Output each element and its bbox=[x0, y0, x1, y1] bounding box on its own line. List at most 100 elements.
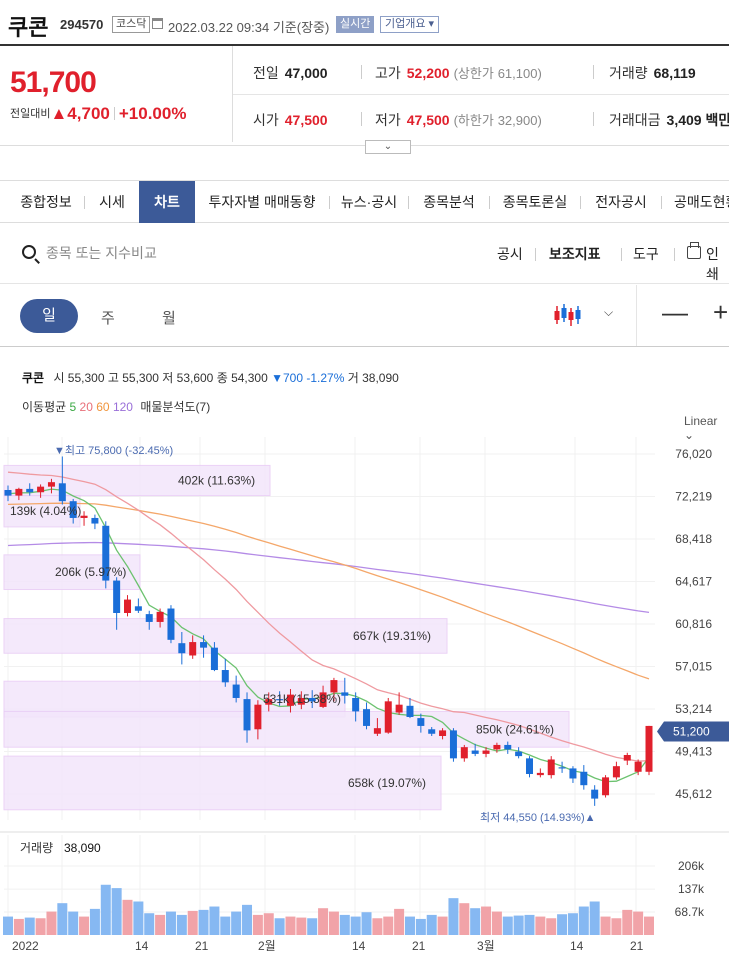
volume-bar bbox=[567, 913, 578, 935]
volume-bar bbox=[328, 911, 339, 935]
divider bbox=[408, 196, 409, 209]
ma20-label[interactable]: 20 bbox=[79, 400, 93, 414]
volume-bar bbox=[252, 914, 263, 935]
tab-short-selling[interactable]: 공매도현황 bbox=[674, 194, 729, 210]
volume-bar bbox=[111, 888, 122, 935]
ma20-line bbox=[7, 471, 650, 762]
print-icon[interactable] bbox=[687, 242, 701, 259]
volume-profile-label: 667k (19.31%) bbox=[353, 629, 431, 643]
tab-news[interactable]: 뉴스·공시 bbox=[340, 194, 398, 210]
volume-bar bbox=[155, 914, 166, 935]
candle-body bbox=[384, 701, 392, 733]
candle-body bbox=[47, 482, 55, 487]
y-tick-label: 57,015 bbox=[675, 660, 712, 674]
candlestick-icon[interactable] bbox=[552, 302, 582, 328]
volume-bar bbox=[502, 916, 513, 935]
candle-body bbox=[15, 488, 23, 496]
live-badge[interactable]: 실시간 bbox=[336, 16, 375, 33]
corp-overview-button[interactable]: 기업개요 ▾ bbox=[380, 16, 440, 33]
volume-bar bbox=[513, 915, 524, 935]
candle-body bbox=[167, 608, 175, 640]
ohlc-legend: 쿠콘 시 55,300 고 55,300 저 53,600 종 54,300 ▼… bbox=[22, 369, 399, 386]
candle-body bbox=[612, 766, 620, 778]
volume-bar bbox=[198, 909, 209, 935]
period-month-button[interactable]: 월 bbox=[162, 310, 176, 327]
current-price-label: 51,200 bbox=[673, 725, 710, 739]
divider bbox=[580, 196, 581, 209]
volume-profile-bar bbox=[3, 618, 448, 654]
candle-body bbox=[439, 730, 447, 736]
disclosure-button[interactable]: 공시 bbox=[497, 246, 523, 262]
trade-amount: 거래대금 3,409 백만 bbox=[609, 110, 729, 130]
tab-investor-trading[interactable]: 투자자별 매매동향 bbox=[208, 194, 316, 210]
expand-button[interactable]: ⌄ bbox=[365, 140, 411, 154]
tab-chart[interactable]: 차트 bbox=[139, 181, 195, 223]
print-button[interactable]: 인쇄 bbox=[706, 246, 719, 282]
period-week-button[interactable]: 주 bbox=[101, 310, 115, 327]
change-pct: +10.00% bbox=[118, 104, 187, 123]
candle-body bbox=[156, 611, 164, 622]
zoom-in-button[interactable]: + bbox=[713, 297, 729, 327]
candle-body bbox=[623, 754, 631, 761]
ma60-label[interactable]: 60 bbox=[96, 400, 110, 414]
tab-quotes[interactable]: 시세 bbox=[99, 194, 125, 210]
volume-bar bbox=[133, 901, 144, 935]
divider bbox=[674, 248, 675, 261]
legend-volume: 거 38,090 bbox=[347, 371, 399, 385]
volume-profile-bar bbox=[3, 495, 81, 528]
x-tick-label: 21 bbox=[195, 939, 209, 953]
candle-body bbox=[558, 767, 566, 769]
search-icon[interactable] bbox=[22, 245, 36, 259]
scale-toggle[interactable]: Linear ⌄ bbox=[684, 414, 729, 442]
period-day-button[interactable]: 일 bbox=[20, 299, 78, 333]
tab-overview[interactable]: 종합정보 bbox=[20, 194, 72, 210]
candle-body bbox=[200, 642, 208, 648]
volume-bar bbox=[448, 898, 459, 935]
legend-close: 종 54,300 bbox=[216, 371, 268, 385]
volume-bar bbox=[426, 914, 437, 935]
volume-bar bbox=[307, 918, 318, 935]
tab-discussion[interactable]: 종목토론실 bbox=[502, 194, 568, 210]
tab-analysis[interactable]: 종목분석 bbox=[423, 194, 475, 210]
tools-button[interactable]: 도구 bbox=[633, 246, 659, 262]
volume-bar bbox=[13, 918, 24, 935]
volume-bar bbox=[383, 916, 394, 935]
volume-bar bbox=[578, 906, 589, 935]
candle-body bbox=[221, 670, 229, 683]
divider bbox=[361, 65, 362, 79]
volume-bar bbox=[46, 911, 57, 935]
chart-toolbar: 공시 보조지표 도구 인쇄 bbox=[0, 224, 729, 284]
zoom-out-button[interactable]: — bbox=[662, 297, 688, 327]
volume-profile-label: 402k (11.63%) bbox=[178, 473, 255, 487]
legend-high: 고 55,300 bbox=[107, 371, 159, 385]
prev-close-value: 47,000 bbox=[284, 65, 328, 81]
legend-open: 시 55,300 bbox=[53, 371, 105, 385]
volume-profile-label[interactable]: 매물분석도(7) bbox=[140, 400, 211, 414]
candle-body bbox=[232, 684, 240, 698]
candle-body bbox=[124, 599, 132, 613]
indicator-button[interactable]: 보조지표 bbox=[549, 246, 601, 262]
divider bbox=[535, 248, 536, 261]
volume-bar bbox=[122, 899, 133, 935]
volume-value: 68,119 bbox=[653, 65, 696, 81]
divider bbox=[489, 196, 490, 209]
volume-bar bbox=[535, 916, 546, 935]
candle-body bbox=[265, 699, 273, 705]
compare-search-input[interactable] bbox=[46, 242, 346, 264]
volume-bar bbox=[415, 918, 426, 935]
candle-body bbox=[493, 744, 501, 750]
y-tick-label: 53,214 bbox=[675, 702, 712, 716]
volume-bar bbox=[209, 906, 220, 935]
volume-bar bbox=[491, 911, 502, 935]
low-value: 47,500 bbox=[406, 112, 450, 128]
ma120-label[interactable]: 120 bbox=[112, 400, 133, 414]
volume-bar bbox=[589, 901, 600, 935]
chevron-down-icon[interactable]: ⌵ bbox=[604, 305, 614, 319]
candle-body bbox=[189, 642, 197, 656]
tab-disclosure[interactable]: 전자공시 bbox=[595, 194, 647, 210]
quote-panel: 51,700 전일대비▲4,700 +10.00% 전일 47,000 고가 52,2… bbox=[0, 46, 729, 146]
divider bbox=[621, 248, 622, 261]
ma5-label[interactable]: 5 bbox=[69, 400, 77, 414]
volume: 거래량 68,119 bbox=[609, 63, 696, 83]
